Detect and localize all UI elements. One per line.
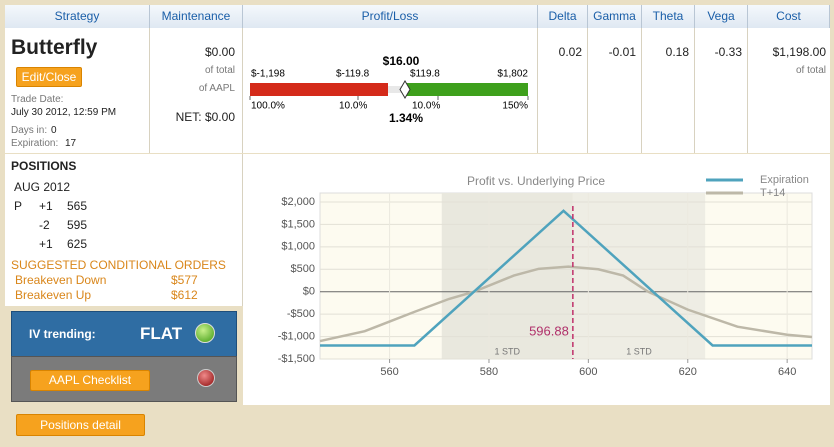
position-cell: -2 — [39, 218, 50, 232]
legend-label: Expiration — [760, 174, 809, 186]
series-line — [320, 209, 812, 347]
std-band — [572, 193, 706, 359]
x-tick-label: 580 — [480, 366, 498, 378]
y-tick-label: -$500 — [287, 308, 315, 320]
column-header: Profit/Loss — [243, 5, 538, 28]
theta-cell: 0.18 — [642, 28, 695, 153]
maintenance-net: NET: $0.00 — [175, 110, 235, 124]
checklist-button[interactable]: AAPL Checklist — [30, 370, 150, 391]
position-cell: 595 — [67, 218, 88, 232]
iv-value: FLAT — [140, 324, 183, 343]
edit-close-button[interactable]: Edit/Close — [16, 67, 82, 87]
order-value: $612 — [171, 288, 198, 302]
delta-cell: 0.02 — [538, 28, 588, 153]
expiration-label: Expiration: — [11, 138, 59, 149]
delta: 0.02 — [558, 45, 582, 59]
vega-cell: -0.33 — [695, 28, 748, 153]
profit-loss-gauge: $16.00 $-1,198 $-119.8 $119.8 $1,802 100… — [249, 54, 529, 125]
iv-light — [195, 323, 215, 343]
iv-label: IV trending: — [29, 327, 96, 341]
x-tick-label: 640 — [778, 366, 796, 378]
loss-bar — [250, 83, 388, 96]
column-header: Gamma — [588, 5, 642, 28]
maintenance-of-symbol: of AAPL — [198, 83, 235, 94]
price-label: 596.88 — [529, 323, 569, 338]
maintenance-value: $0.00 — [204, 45, 235, 59]
profit-bar — [406, 83, 528, 96]
strategy-cell: Butterfly Edit/Close Trade Date: July 30… — [5, 28, 150, 153]
pl-value: $16.00 — [383, 54, 420, 68]
chart-panel: Profit vs. Underlying Price 1 STD 1 STD $2… — [243, 154, 830, 405]
gamma-cell: -0.01 — [588, 28, 642, 153]
position-cell: 565 — [67, 199, 88, 213]
position-cell: +1 — [39, 199, 53, 213]
order-label: Breakeven Up — [15, 288, 92, 302]
trade-date-label: Trade Date: — [11, 94, 64, 105]
legend-label: T+14 — [760, 187, 785, 199]
neutral-bar — [388, 86, 406, 93]
pl-max: $1,802 — [497, 69, 528, 80]
column-header: Theta — [642, 5, 695, 28]
order-label: Breakeven Down — [15, 273, 107, 287]
cost: $1,198.00 — [772, 45, 826, 59]
y-tick-label: -$1,000 — [278, 330, 315, 342]
position-cell: 625 — [67, 237, 88, 251]
positions-title: POSITIONS — [11, 159, 77, 173]
column-header: Delta — [538, 5, 588, 28]
column-header: Cost — [748, 5, 830, 28]
x-tick-label: 600 — [579, 366, 597, 378]
days-in-label: Days in: — [11, 125, 48, 136]
position-cell: P — [14, 199, 23, 213]
positions-panel: POSITIONS AUG 2012 SUGGESTED CONDITIONAL… — [5, 154, 243, 306]
positions-detail-button[interactable]: Positions detail — [16, 414, 145, 436]
std-label: 1 STD — [626, 346, 652, 356]
x-tick-label: 560 — [380, 366, 398, 378]
cost-cell: $1,198.00 of total — [748, 28, 830, 153]
series-line — [319, 265, 813, 343]
pl-low: $-119.8 — [336, 69, 370, 80]
theta: 0.18 — [665, 45, 689, 59]
pl-low-pct: 10.0% — [339, 101, 367, 112]
pl-min: $-1,198 — [251, 69, 285, 80]
y-tick-label: $2,000 — [281, 196, 315, 208]
checklist-box: AAPL Checklist — [11, 356, 237, 402]
checklist-light — [197, 369, 215, 387]
y-tick-label: $1,000 — [281, 241, 315, 253]
strategy-name: Butterfly — [11, 36, 98, 59]
pl-pointer — [399, 80, 411, 99]
x-tick-label: 620 — [679, 366, 697, 378]
order-value: $577 — [171, 273, 198, 287]
pl-min-pct: 100.0% — [251, 101, 285, 112]
orders-title: SUGGESTED CONDITIONAL ORDERS — [11, 258, 226, 272]
y-tick-label: $500 — [291, 263, 315, 275]
gamma: -0.01 — [608, 45, 636, 59]
column-header: Vega — [695, 5, 748, 28]
vega: -0.33 — [714, 45, 742, 59]
maintenance-cell: $0.00 of total of AAPL NET: $0.00 — [150, 28, 243, 153]
y-tick-label: $0 — [303, 286, 315, 298]
std-label: 1 STD — [495, 346, 521, 356]
pl-high-pct: 10.0% — [412, 101, 440, 112]
pl-high: $119.8 — [410, 69, 440, 80]
chart: Profit vs. Underlying Price 1 STD 1 STD $2… — [278, 174, 813, 378]
y-tick-label: -$1,500 — [278, 353, 315, 365]
iv-box: IV trending: FLAT — [11, 311, 237, 357]
pl-pct: 1.34% — [389, 111, 423, 125]
column-header: Maintenance — [150, 5, 243, 28]
trade-date: July 30 2012, 12:59 PM — [11, 107, 117, 118]
chart-title: Profit vs. Underlying Price — [467, 174, 605, 188]
column-header: Strategy — [5, 5, 150, 28]
pl-max-pct: 150% — [502, 101, 528, 112]
profit-loss-cell: $16.00 $-1,198 $-119.8 $119.8 $1,802 100… — [243, 28, 538, 153]
maintenance-of-total: of total — [204, 65, 235, 76]
y-tick-label: $1,500 — [281, 218, 315, 230]
expiration: 17 — [65, 138, 77, 149]
positions-month: AUG 2012 — [14, 180, 71, 194]
cost-of-total: of total — [795, 65, 826, 76]
position-cell: +1 — [39, 237, 53, 251]
days-in: 0 — [51, 125, 57, 136]
